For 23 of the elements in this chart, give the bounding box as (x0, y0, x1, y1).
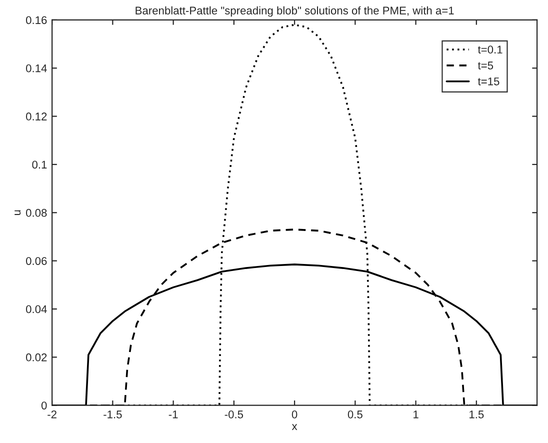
legend-label: t=15 (478, 78, 500, 86)
chart-title: Barenblatt-Pattle "spreading blob" solutions of the PME, with a=1 (136, 6, 454, 17)
y-tick-label: 0.1 (32, 160, 47, 169)
y-tick-label: 0.16 (26, 16, 47, 24)
x-tick-label: -1.5 (104, 410, 122, 418)
x-tick-label: -1 (168, 410, 178, 418)
legend-label: t=0.1 (478, 46, 502, 54)
x-tick-label: 1 (414, 410, 418, 418)
x-tick-label: 0.5 (348, 410, 362, 418)
y-tick-label: 0.04 (26, 305, 47, 314)
y-tick-label: 0 (41, 402, 47, 410)
legend-label: t=5 (478, 62, 494, 70)
x-tick-label: -0.5 (224, 410, 244, 418)
y-axis-title: u (14, 210, 21, 216)
x-tick-label: 0 (292, 410, 298, 418)
y-tick-label: 0.08 (26, 208, 47, 217)
y-tick-label: 0.14 (26, 64, 47, 72)
x-tick-label: -2 (48, 410, 56, 418)
x-tick-label: 1.5 (470, 410, 484, 418)
y-tick-label: 0.02 (26, 353, 47, 362)
y-tick-label: 0.06 (26, 257, 47, 265)
x-axis-title: x (292, 424, 298, 430)
y-tick-label: 0.12 (26, 112, 47, 120)
